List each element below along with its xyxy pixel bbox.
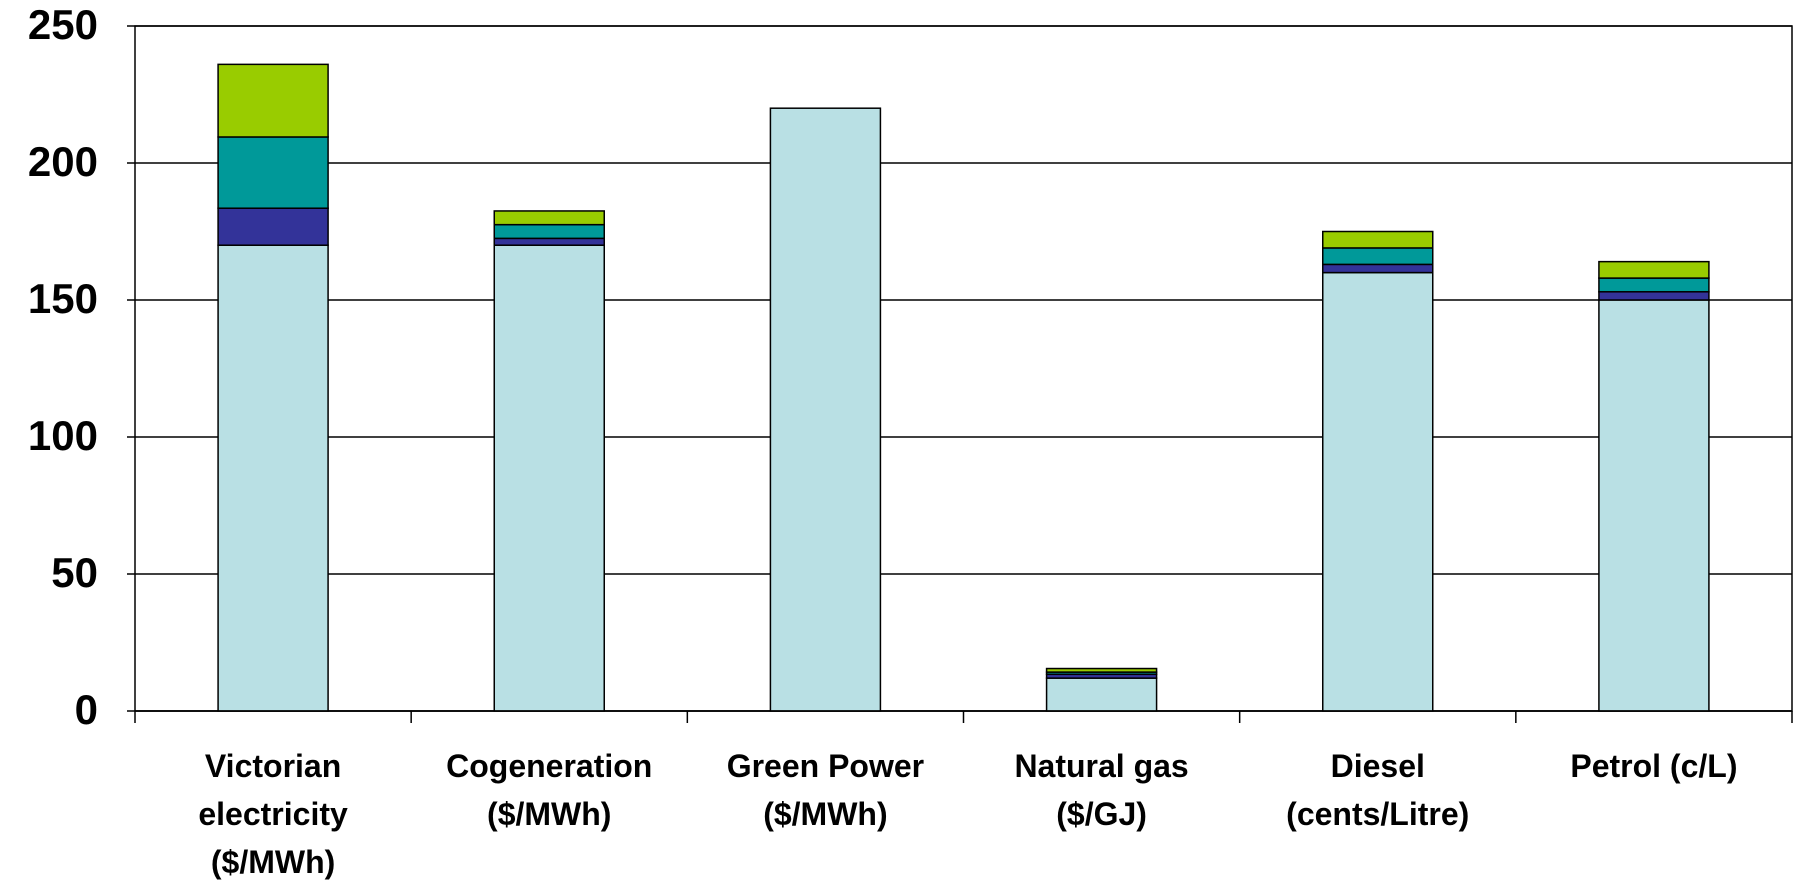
bar-segment	[1322, 271, 1434, 712]
bar-segment	[493, 244, 605, 712]
bar-segment	[493, 237, 605, 246]
bar-segment	[1045, 667, 1158, 673]
x-tick-label: Petrol (c/L)	[1570, 748, 1738, 784]
bar-segment	[217, 207, 329, 246]
x-tick-label: Green Power ($/MWh)	[726, 748, 925, 832]
bar-segment	[217, 136, 329, 209]
bar-segment	[1045, 677, 1158, 712]
bar-segment	[1322, 230, 1434, 249]
bar-segment	[1322, 247, 1434, 266]
bar-segment	[1598, 277, 1710, 293]
bar-segment	[769, 107, 882, 712]
y-tick-label: 50	[51, 549, 98, 596]
x-tick-label: Natural gas ($/GJ)	[1014, 748, 1189, 832]
y-tick-label: 250	[28, 1, 98, 48]
bar-segment	[1322, 263, 1434, 274]
y-tick-label: 200	[28, 138, 98, 185]
bar-segment	[1598, 260, 1710, 279]
plot-area	[134, 25, 1793, 712]
x-tick-label: Cogeneration ($/MWh)	[446, 748, 653, 832]
y-tick-label: 150	[28, 275, 98, 322]
bar-segment	[217, 63, 329, 138]
bar-segment	[217, 244, 329, 712]
bar-segment	[493, 223, 605, 240]
x-tick-label: Diesel (cents/Litre)	[1286, 748, 1470, 832]
x-tick-label: Victorian electricity ($/MWh)	[198, 748, 348, 880]
y-tick-label: 0	[75, 686, 98, 733]
bar-segment	[1598, 299, 1710, 712]
bar-segment	[1598, 291, 1710, 301]
bar-segment	[493, 210, 605, 226]
y-tick-label: 100	[28, 412, 98, 459]
